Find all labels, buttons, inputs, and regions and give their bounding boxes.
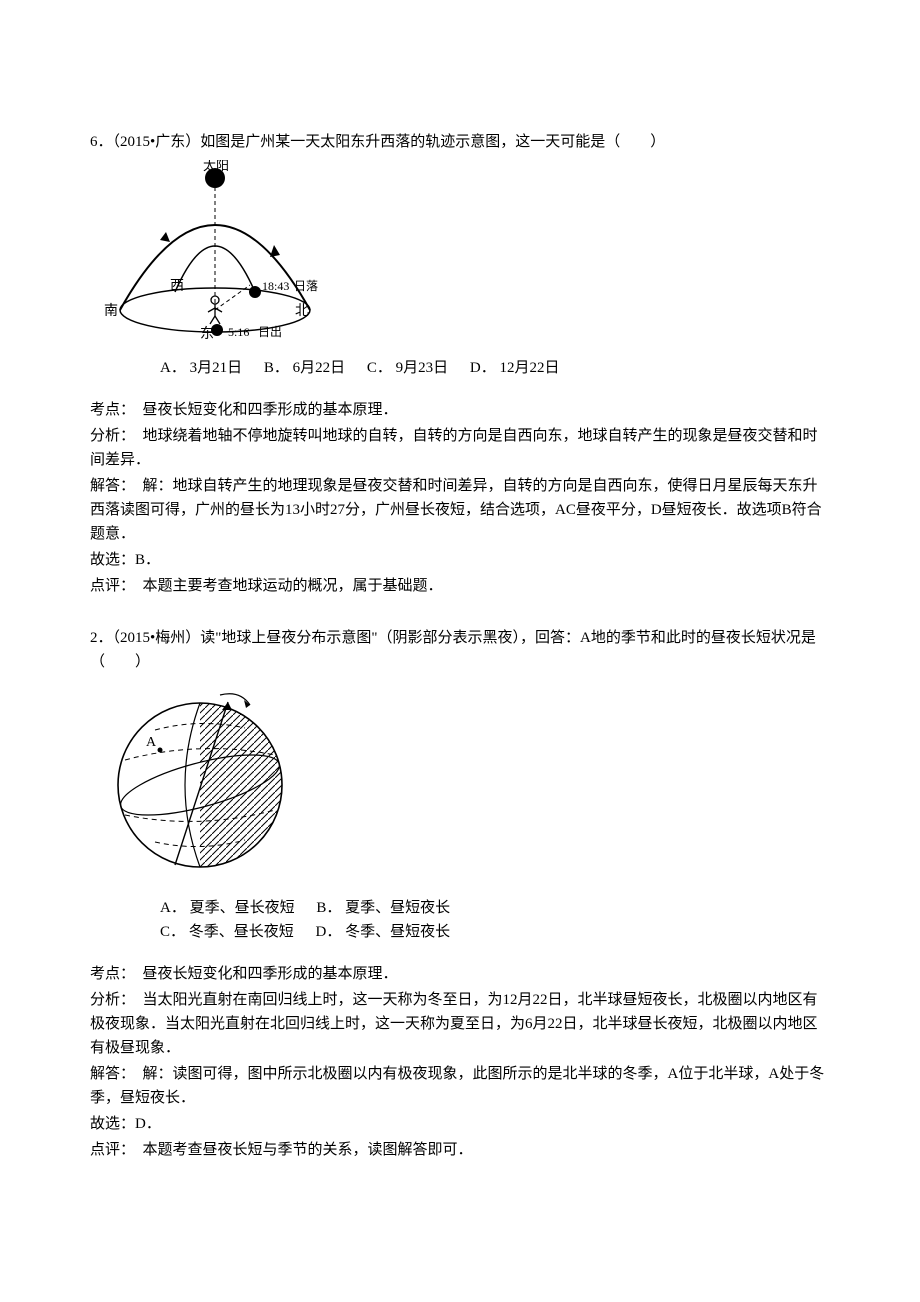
q6-jieda-2: 故选：B． xyxy=(90,548,830,572)
q6-north: 北 xyxy=(295,303,309,319)
svg-text:5:16: 5:16 xyxy=(228,325,249,339)
q6-opt-a: A． 3月21日 xyxy=(160,356,242,380)
svg-text:日出: 日出 xyxy=(258,325,282,339)
q6-kaodian: 考点： 昼夜长短变化和四季形成的基本原理． xyxy=(90,398,830,422)
q6-fenxi: 分析： 地球绕着地轴不停地旋转叫地球的自转，自转的方向是自西向东，地球自转产生的… xyxy=(90,424,830,472)
q2-jieda-1: 解答： 解：读图可得，图中所示北极圈以内有极夜现象，此图所示的是北半球的冬季，A… xyxy=(90,1062,830,1110)
q6-sun-label: 太阳 xyxy=(203,160,229,173)
q2-dianping: 点评： 本题考查昼夜长短与季节的关系，读图解答即可． xyxy=(90,1138,830,1162)
q2-figure: A xyxy=(100,680,830,888)
svg-text:18:43: 18:43 xyxy=(262,279,289,293)
svg-text:日落: 日落 xyxy=(294,279,318,293)
q2-point-a: A xyxy=(146,735,157,750)
q6-east: 东 xyxy=(200,326,214,340)
q6-figure: 太阳 西 北 南 xyxy=(100,160,830,348)
q2-jieda-2: 故选：D． xyxy=(90,1112,830,1136)
q6-jieda-1: 解答： 解：地球自转产生的地理现象是昼夜交替和时间差异，自转的方向是自西向东，使… xyxy=(90,474,830,546)
q6-opt-d: D． 12月22日 xyxy=(470,356,560,380)
q2-opt-b: B． 夏季、昼短夜长 xyxy=(316,896,450,920)
q6-opt-b: B． 6月22日 xyxy=(264,356,345,380)
q2-opt-d: D． 冬季、昼短夜长 xyxy=(316,920,451,944)
q6-south: 南 xyxy=(104,303,118,319)
q6-sunset-time: 18:43 xyxy=(262,279,289,293)
q2-stem: 2．（2015•梅州）读"地球上昼夜分布示意图"（阴影部分表示黑夜），回答：A地… xyxy=(90,626,830,674)
q6-west: 西 xyxy=(170,279,184,294)
q2-options: A． 夏季、昼长夜短 B． 夏季、昼短夜长 C． 冬季、昼长夜短 D． 冬季、昼… xyxy=(160,896,830,944)
q2-kaodian: 考点： 昼夜长短变化和四季形成的基本原理． xyxy=(90,962,830,986)
q6-dianping: 点评： 本题主要考查地球运动的概况，属于基础题． xyxy=(90,574,830,598)
q6-opt-c: C． 9月23日 xyxy=(367,356,448,380)
q2-opt-c: C． 冬季、昼长夜短 xyxy=(160,920,294,944)
q2-fenxi: 分析： 当太阳光直射在南回归线上时，这一天称为冬至日，为12月22日，北半球昼短… xyxy=(90,988,830,1060)
q6-sunrise-label: 日出 xyxy=(258,325,282,339)
q6-stem: 6．（2015•广东）如图是广州某一天太阳东升西落的轨迹示意图，这一天可能是（ … xyxy=(90,130,830,154)
q6-sunset-label: 日落 xyxy=(294,279,318,293)
q6-options: A． 3月21日 B． 6月22日 C． 9月23日 D． 12月22日 xyxy=(160,356,830,380)
q2-opt-a: A． 夏季、昼长夜短 xyxy=(160,896,295,920)
q6-sunrise-time: 5:16 xyxy=(228,325,249,339)
